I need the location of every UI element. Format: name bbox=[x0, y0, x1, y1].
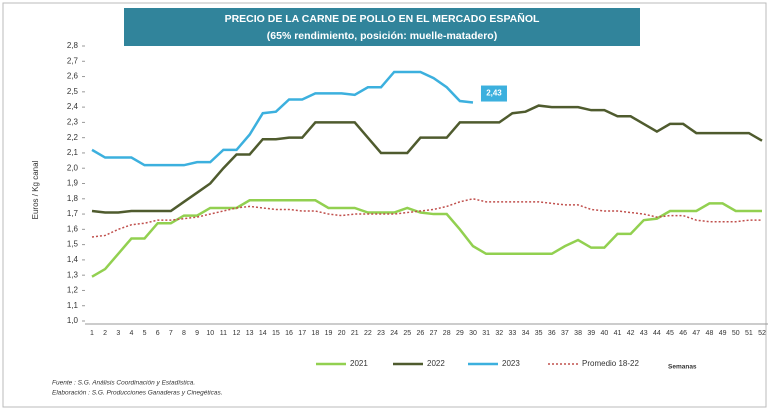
x-tick-label: 13 bbox=[246, 330, 254, 337]
x-tick-label: 7 bbox=[169, 330, 173, 337]
x-tick-label: 8 bbox=[182, 330, 186, 337]
x-tick-label: 47 bbox=[692, 330, 700, 337]
x-tick-label: 6 bbox=[156, 330, 160, 337]
x-tick-label: 25 bbox=[403, 330, 411, 337]
chart-title: PRECIO DE LA CARNE DE POLLO EN EL MERCAD… bbox=[225, 12, 540, 25]
x-tick-label: 9 bbox=[195, 330, 199, 337]
x-tick-label: 52 bbox=[758, 330, 766, 337]
x-tick-label: 44 bbox=[653, 330, 661, 337]
x-tick-label: 35 bbox=[535, 330, 543, 337]
x-tick-label: 18 bbox=[311, 330, 319, 337]
x-tick-label: 32 bbox=[495, 330, 503, 337]
y-tick-label: 1,3 bbox=[67, 270, 79, 279]
y-tick-label: 2,1 bbox=[67, 148, 79, 157]
x-tick-label: 10 bbox=[206, 330, 214, 337]
x-tick-label: 43 bbox=[640, 330, 648, 337]
y-tick-label: 2,4 bbox=[67, 102, 79, 111]
legend-label: 2022 bbox=[427, 359, 445, 368]
title-box bbox=[124, 8, 640, 46]
series-line bbox=[91, 70, 474, 167]
y-tick-label: 1,7 bbox=[67, 209, 79, 218]
y-tick-label: 1,5 bbox=[67, 240, 79, 249]
x-tick-label: 12 bbox=[233, 330, 241, 337]
x-tick-label: 19 bbox=[325, 330, 333, 337]
series-line bbox=[91, 104, 763, 214]
legend-label: Promedio 18-22 bbox=[582, 359, 639, 368]
x-tick-label: 15 bbox=[272, 330, 280, 337]
y-tick-label: 1,8 bbox=[67, 194, 79, 203]
y-tick-label: 2,0 bbox=[67, 163, 79, 172]
y-tick-label: 2,8 bbox=[67, 41, 79, 50]
y-tick-label: 1,4 bbox=[67, 255, 79, 264]
x-tick-label: 31 bbox=[482, 330, 490, 337]
x-tick-label: 38 bbox=[574, 330, 582, 337]
x-tick-label: 20 bbox=[338, 330, 346, 337]
y-tick-label: 1,6 bbox=[67, 224, 79, 233]
y-tick-label: 1,1 bbox=[67, 301, 79, 310]
x-axis-label: Semanas bbox=[668, 364, 697, 371]
x-tick-label: 49 bbox=[719, 330, 727, 337]
y-tick-label: 1,0 bbox=[67, 316, 79, 325]
y-axis-label: Euros / Kg canal bbox=[31, 160, 40, 219]
series-line bbox=[91, 199, 762, 278]
annotation-box bbox=[480, 85, 507, 102]
source-note: Elaboración : S.G. Producciones Ganadera… bbox=[52, 390, 223, 397]
x-tick-label: 30 bbox=[469, 330, 477, 337]
annotation: 2,43 bbox=[486, 89, 502, 98]
chart-subtitle: (65% rendimiento, posición: muelle-matad… bbox=[267, 30, 497, 42]
x-tick-label: 11 bbox=[220, 330, 227, 337]
x-tick-label: 4 bbox=[129, 330, 133, 337]
x-tick-label: 22 bbox=[364, 330, 372, 337]
x-tick-label: 16 bbox=[285, 330, 293, 337]
x-tick-label: 33 bbox=[508, 330, 516, 337]
y-tick-label: 2,5 bbox=[67, 87, 79, 96]
x-tick-label: 39 bbox=[587, 330, 595, 337]
x-tick-label: 40 bbox=[600, 330, 608, 337]
x-tick-label: 5 bbox=[143, 330, 147, 337]
x-tick-label: 27 bbox=[430, 330, 438, 337]
legend-label: 2023 bbox=[502, 359, 520, 368]
x-tick-label: 23 bbox=[377, 330, 385, 337]
y-tick-label: 2,2 bbox=[67, 133, 79, 142]
y-tick-label: 2,3 bbox=[67, 117, 79, 126]
x-tick-label: 50 bbox=[732, 330, 740, 337]
x-tick-label: 34 bbox=[522, 330, 530, 337]
x-tick-label: 3 bbox=[116, 330, 120, 337]
x-tick-label: 41 bbox=[614, 330, 622, 337]
legend-label: 2021 bbox=[350, 359, 368, 368]
source-note: Fuente : S.G. Análisis Coordinación y Es… bbox=[52, 380, 195, 387]
x-tick-label: 1 bbox=[90, 330, 94, 337]
y-tick-label: 2,6 bbox=[67, 72, 79, 81]
x-tick-label: 36 bbox=[548, 330, 556, 337]
x-tick-label: 37 bbox=[561, 330, 569, 337]
y-tick-label: 1,9 bbox=[67, 179, 79, 188]
x-tick-label: 17 bbox=[298, 330, 306, 337]
x-tick-label: 28 bbox=[443, 330, 451, 337]
x-tick-label: 24 bbox=[390, 330, 398, 337]
x-tick-label: 46 bbox=[679, 330, 687, 337]
x-tick-label: 21 bbox=[351, 330, 359, 337]
y-tick-label: 1,2 bbox=[67, 286, 79, 295]
x-tick-label: 26 bbox=[417, 330, 425, 337]
x-tick-label: 14 bbox=[259, 330, 267, 337]
y-tick-label: 2,7 bbox=[67, 56, 79, 65]
x-tick-label: 2 bbox=[103, 330, 107, 337]
x-tick-label: 45 bbox=[666, 330, 674, 337]
x-tick-label: 42 bbox=[627, 330, 635, 337]
x-tick-label: 29 bbox=[456, 330, 464, 337]
x-tick-label: 48 bbox=[706, 330, 714, 337]
x-tick-label: 51 bbox=[745, 330, 753, 337]
